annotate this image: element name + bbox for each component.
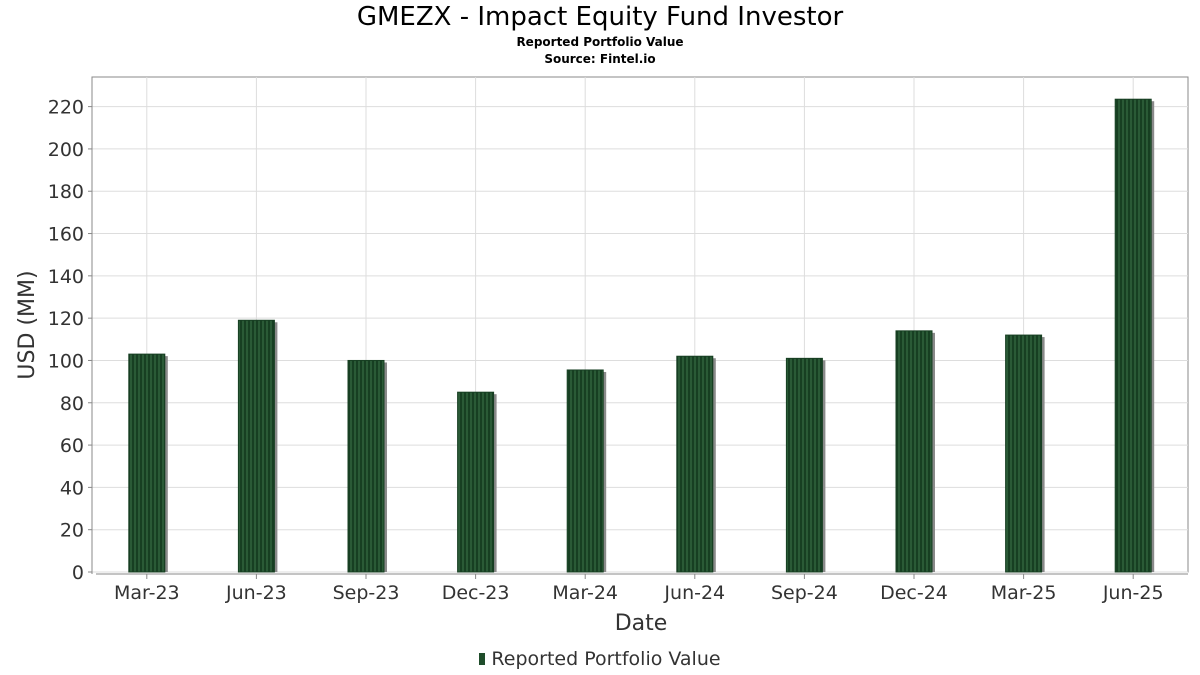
bar xyxy=(785,357,823,573)
x-tick-label: Jun-25 xyxy=(1102,582,1164,604)
bar xyxy=(347,359,385,573)
y-tick-label: 200 xyxy=(48,139,84,161)
y-tick-label: 80 xyxy=(60,393,84,415)
x-tick-label: Sep-23 xyxy=(333,582,400,604)
x-tick-label: Sep-24 xyxy=(771,582,838,604)
bar xyxy=(676,355,714,573)
bars xyxy=(128,98,1155,573)
chart-subtitle: Reported Portfolio Value xyxy=(516,35,684,49)
y-tick-label: 220 xyxy=(48,97,84,119)
bar xyxy=(1114,98,1152,573)
x-tick-label: Mar-25 xyxy=(991,582,1057,604)
chart-title: GMEZX - Impact Equity Fund Investor xyxy=(356,2,844,32)
legend-label: Reported Portfolio Value xyxy=(491,648,721,670)
y-tick-label: 160 xyxy=(48,224,84,246)
x-tick-label: Mar-23 xyxy=(114,582,180,604)
bar xyxy=(128,353,166,573)
y-tick-label: 60 xyxy=(60,435,84,457)
bar xyxy=(566,369,604,573)
y-tick-label: 40 xyxy=(60,477,84,499)
y-tick-label: 140 xyxy=(48,266,84,288)
y-tick-label: 20 xyxy=(60,520,84,542)
axes: 0 20 40 60 80 100 120 140 160 180 200 220 Mar-23 Jun-… xyxy=(48,77,1188,604)
y-tick-label: 0 xyxy=(72,562,84,584)
x-tick-label: Dec-24 xyxy=(880,582,948,604)
chart-source: Source: Fintel.io xyxy=(544,52,656,66)
x-tick-label: Jun-23 xyxy=(225,582,287,604)
x-tick-label: Mar-24 xyxy=(552,582,618,604)
x-axis-title: Date xyxy=(615,611,668,636)
bar xyxy=(237,319,275,573)
bar xyxy=(895,330,933,573)
y-tick-label: 100 xyxy=(48,350,84,372)
bar xyxy=(1005,334,1043,573)
x-tick-label: Jun-24 xyxy=(663,582,725,604)
y-axis-title: USD (MM) xyxy=(15,270,40,379)
bar xyxy=(457,391,495,573)
legend: Reported Portfolio Value xyxy=(0,648,1200,670)
legend-swatch xyxy=(479,653,486,665)
y-tick-label: 180 xyxy=(48,181,84,203)
x-tick-label: Dec-23 xyxy=(442,582,510,604)
y-tick-label: 120 xyxy=(48,308,84,330)
